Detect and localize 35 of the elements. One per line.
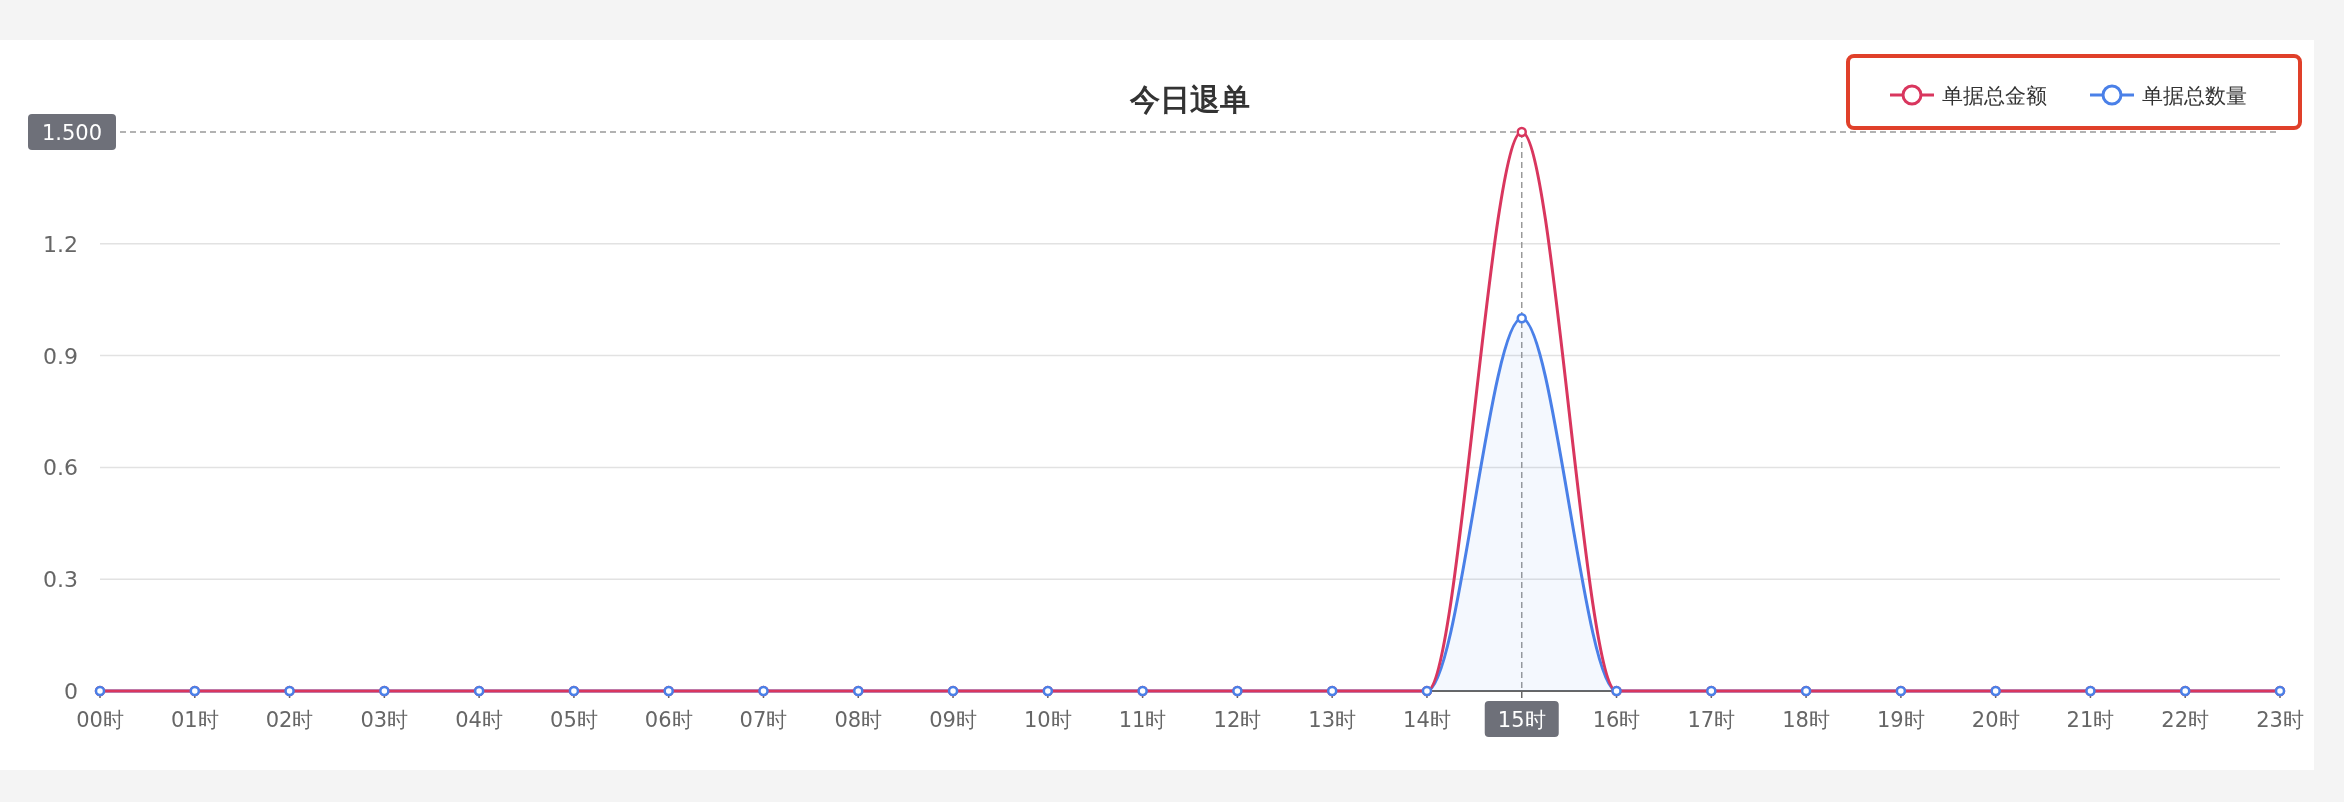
x-tick-label: 19时 bbox=[1877, 708, 1925, 732]
x-tick-label: 22时 bbox=[2161, 708, 2210, 732]
y-tick-label: 1.2 bbox=[43, 231, 78, 257]
x-tick-label: 20时 bbox=[1971, 708, 2020, 732]
x-tick-label: 04时 bbox=[455, 708, 503, 732]
x-tick-label: 16时 bbox=[1592, 708, 1641, 732]
x-tick-label: 23时 bbox=[2256, 708, 2304, 732]
x-tick-label: 15时 bbox=[1497, 708, 1546, 732]
x-tick-label: 02时 bbox=[265, 708, 314, 732]
chart-title: 今日退单 bbox=[1129, 82, 1250, 117]
ref-line-label: 1.500 bbox=[41, 121, 103, 145]
x-tick-label: 14时 bbox=[1403, 708, 1451, 732]
x-tick-label: 00时 bbox=[76, 708, 124, 732]
x-tick-label: 07时 bbox=[739, 708, 788, 732]
point bbox=[1516, 126, 1527, 138]
x-tick-label: 17时 bbox=[1687, 708, 1736, 732]
x-tick-label: 10时 bbox=[1023, 708, 1072, 732]
y-tick-label: 0.9 bbox=[43, 343, 78, 369]
x-tick-label: 11时 bbox=[1118, 708, 1167, 732]
x-tick-label: 06时 bbox=[644, 708, 693, 732]
x-tick-label: 08时 bbox=[834, 708, 883, 732]
x-tick-label: 03时 bbox=[360, 708, 409, 732]
y-tick-label: 0.6 bbox=[43, 455, 78, 481]
y-tick-label: 0 bbox=[64, 679, 78, 704]
y-tick-label: 0.3 bbox=[43, 567, 78, 593]
legend-label: 单据总金额 bbox=[1942, 84, 2047, 108]
x-tick-label: 18时 bbox=[1782, 708, 1830, 732]
x-tick-label: 05时 bbox=[550, 708, 598, 732]
point bbox=[1516, 313, 1527, 324]
x-tick-label: 01时 bbox=[170, 708, 219, 732]
x-tick-label: 12时 bbox=[1213, 708, 1262, 732]
x-tick-label: 09时 bbox=[929, 708, 977, 732]
x-tick-label: 13时 bbox=[1308, 708, 1357, 732]
legend-label: 单据总数量 bbox=[2142, 84, 2247, 108]
x-tick-label: 21时 bbox=[2066, 708, 2115, 732]
